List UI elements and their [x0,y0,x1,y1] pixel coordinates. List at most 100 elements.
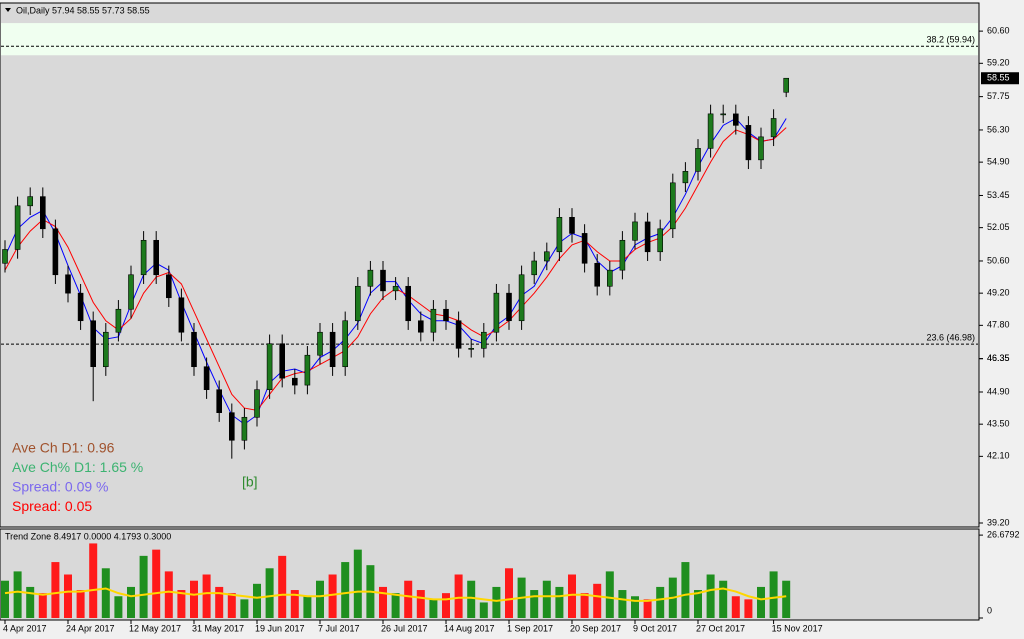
indicator-panel [0,528,980,621]
candle-body [291,377,298,386]
histogram-bar [177,590,186,618]
y-tick-label: 59.20 [987,58,1010,68]
histogram-bar [341,562,350,618]
histogram-bar [13,571,22,618]
candle-body [594,262,601,287]
main-panel [0,2,980,528]
x-tick-label: 14 Aug 2017 [444,623,495,633]
candle-body [493,292,500,333]
histogram-bar [51,562,60,618]
y-tick-label: 43.50 [987,419,1010,429]
histogram-bar [568,574,576,618]
candle-body [405,285,412,322]
candle-body [770,118,777,138]
candle-body [506,292,512,322]
candle-body [115,308,122,333]
histogram-bar [64,574,72,618]
histogram-bar [26,586,35,618]
candle-body [606,269,613,287]
histogram-bar [278,555,287,618]
candle-body [304,354,311,386]
histogram-bar [316,580,324,618]
candle-body [569,217,575,234]
candle-body [581,233,588,264]
candle-body [443,308,449,322]
histogram-bar [782,580,791,618]
zone [1,23,978,56]
candle-body [52,228,59,276]
x-tick-label: 15 Nov 2017 [772,623,823,633]
candle-body [14,205,21,250]
x-tick-label: 27 Oct 2017 [696,623,745,633]
candle-body [392,285,399,292]
info-text: Ave Ch D1: 0.96 [12,440,115,456]
y-tick-label: 44.90 [987,386,1010,396]
x-tick-label: 31 May 2017 [192,623,244,633]
y-tick-label: 50.60 [987,255,1010,265]
candle-body [329,331,336,368]
histogram-bar [379,586,387,618]
x-tick-label: 1 Sep 2017 [507,623,553,633]
candle-body [241,416,248,441]
candle-body [77,292,84,322]
histogram-bar [353,549,362,618]
candle-body [707,113,714,149]
candle-body [2,249,8,264]
histogram-bar [719,580,728,618]
y-tick-label: 39.20 [987,517,1010,527]
histogram-bar [253,583,261,618]
candle-body [342,320,349,368]
y-tick-label: 49.20 [987,288,1010,298]
candle-body [758,136,764,161]
x-tick-label: 12 May 2017 [129,623,181,633]
histogram-bar [757,586,765,618]
y-tick-label: 46.35 [987,353,1010,363]
candle-body [695,148,701,172]
histogram-bar [694,590,702,618]
histogram-bar [467,580,476,618]
candle-body [783,77,790,93]
histogram-bar [215,586,224,618]
candle-body [682,171,689,184]
price-tag-label: 58.55 [987,73,1010,83]
y-tick-label: 60.60 [987,25,1010,35]
histogram-bar [479,602,488,618]
candle-body [266,343,273,390]
histogram-bar [404,580,413,618]
y-tick-label: 54.90 [987,157,1010,167]
candle-body [90,320,96,368]
histogram-bar [505,568,513,618]
y-tick-label: 56.30 [987,124,1010,134]
histogram-bar [114,596,123,618]
candle-body [417,320,424,333]
y-tick-label: 46.35 [987,353,1010,363]
info-text: Spread: 0.05 [12,498,92,514]
candle-body [203,366,210,390]
histogram-bar [127,586,135,618]
dropdown-icon [5,8,11,12]
indicator-title: Trend Zone 8.4917 0.0000 4.1793 0.3000 [5,531,171,541]
y-tick-label: 47.80 [987,320,1010,330]
candle-body [430,308,437,333]
x-tick-label: 20 Sep 2017 [570,623,621,633]
candle-body [65,274,71,294]
histogram-bar [265,568,274,618]
candle-body [354,285,361,322]
candle-body [229,412,235,441]
histogram-bar [38,593,47,618]
marker-label: [b] [242,474,258,490]
candle-body [153,239,159,276]
y-tick-label: 53.45 [987,190,1010,200]
x-tick-label: 7 Jul 2017 [318,623,360,633]
price-tag [981,72,1019,85]
candle-body [669,182,676,230]
histogram-bar [631,596,639,618]
histogram-bar [643,599,652,618]
histogram-bar [442,593,450,618]
candle-body [39,196,46,230]
histogram-bar [731,596,740,618]
candle-body [644,221,651,253]
x-tick-label: 26 Jul 2017 [381,623,428,633]
candle-body [468,348,475,350]
